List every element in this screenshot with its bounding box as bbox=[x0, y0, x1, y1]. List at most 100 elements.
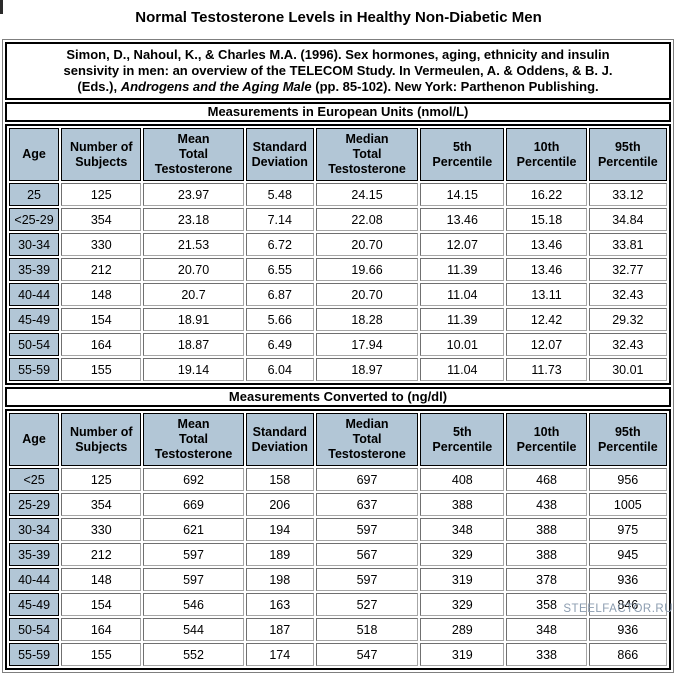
value-cell: 846 bbox=[588, 593, 667, 616]
citation-line-2: sensivity in men: an overview of the TEL… bbox=[63, 63, 613, 78]
value-cell: 6.55 bbox=[245, 258, 314, 281]
value-cell: 6.49 bbox=[245, 333, 314, 356]
age-cell: 25-29 bbox=[9, 493, 60, 516]
value-cell: 945 bbox=[588, 543, 667, 566]
citation-line-3-prefix: (Eds.), bbox=[77, 79, 121, 94]
age-cell: 40-44 bbox=[9, 568, 60, 591]
age-cell: 25 bbox=[9, 183, 60, 206]
value-cell: 16.22 bbox=[506, 183, 587, 206]
value-cell: 5.48 bbox=[245, 183, 314, 206]
value-cell: 547 bbox=[315, 643, 419, 666]
column-header: Age bbox=[9, 128, 60, 181]
value-cell: 388 bbox=[506, 543, 587, 566]
value-cell: 18.97 bbox=[315, 358, 419, 381]
value-cell: 319 bbox=[420, 568, 505, 591]
page-title: Normal Testosterone Levels in Healthy No… bbox=[135, 9, 542, 26]
value-cell: 7.14 bbox=[245, 208, 314, 231]
column-header: Standard Deviation bbox=[245, 128, 314, 181]
age-cell: 55-59 bbox=[9, 643, 60, 666]
value-cell: 544 bbox=[143, 618, 244, 641]
value-cell: 19.14 bbox=[143, 358, 244, 381]
table-row: 40-44 148 597 198 597 319 378 936 bbox=[9, 568, 667, 591]
column-header: Median Total Testosterone bbox=[315, 413, 419, 466]
column-header: 5th Percentile bbox=[420, 128, 505, 181]
value-cell: 164 bbox=[61, 333, 142, 356]
value-cell: 155 bbox=[61, 358, 142, 381]
table-row: <25-29 354 23.18 7.14 22.08 13.46 15.18 34.84 bbox=[9, 208, 667, 231]
value-cell: 206 bbox=[245, 493, 314, 516]
value-cell: 18.28 bbox=[315, 308, 419, 331]
column-header: 95th Percentile bbox=[588, 413, 667, 466]
table-row: 55-59 155 19.14 6.04 18.97 11.04 11.73 30.01 bbox=[9, 358, 667, 381]
value-cell: 1005 bbox=[588, 493, 667, 516]
age-cell: 45-49 bbox=[9, 593, 60, 616]
value-cell: 155 bbox=[61, 643, 142, 666]
value-cell: 20.70 bbox=[143, 258, 244, 281]
age-cell: 50-54 bbox=[9, 333, 60, 356]
value-cell: 329 bbox=[420, 593, 505, 616]
age-cell: 30-34 bbox=[9, 518, 60, 541]
value-cell: 319 bbox=[420, 643, 505, 666]
value-cell: 330 bbox=[61, 233, 142, 256]
citation-line-3: (Eds.), Androgens and the Aging Male (pp… bbox=[11, 79, 665, 95]
value-cell: 158 bbox=[245, 468, 314, 491]
table-row: 25-29 354 669 206 637 388 438 1005 bbox=[9, 493, 667, 516]
value-cell: 33.81 bbox=[588, 233, 667, 256]
value-cell: 17.94 bbox=[315, 333, 419, 356]
value-cell: 348 bbox=[420, 518, 505, 541]
value-cell: 330 bbox=[61, 518, 142, 541]
table-row: 55-59 155 552 174 547 319 338 866 bbox=[9, 643, 667, 666]
value-cell: 358 bbox=[506, 593, 587, 616]
value-cell: 6.04 bbox=[245, 358, 314, 381]
value-cell: 692 bbox=[143, 468, 244, 491]
header-row: Age Number of Subjects Mean Total Testoste… bbox=[9, 413, 667, 466]
value-cell: 154 bbox=[61, 308, 142, 331]
table-row: 40-44 148 20.7 6.87 20.70 11.04 13.11 32.43 bbox=[9, 283, 667, 306]
value-cell: 11.39 bbox=[420, 258, 505, 281]
column-header: Standard Deviation bbox=[245, 413, 314, 466]
column-header: 10th Percentile bbox=[506, 413, 587, 466]
value-cell: 866 bbox=[588, 643, 667, 666]
value-cell: 125 bbox=[61, 468, 142, 491]
value-cell: 29.32 bbox=[588, 308, 667, 331]
value-cell: 669 bbox=[143, 493, 244, 516]
age-cell: 55-59 bbox=[9, 358, 60, 381]
age-cell: 45-49 bbox=[9, 308, 60, 331]
value-cell: 30.01 bbox=[588, 358, 667, 381]
value-cell: 24.15 bbox=[315, 183, 419, 206]
value-cell: 597 bbox=[143, 543, 244, 566]
age-cell: 30-34 bbox=[9, 233, 60, 256]
value-cell: 163 bbox=[245, 593, 314, 616]
column-header: 95th Percentile bbox=[588, 128, 667, 181]
value-cell: 338 bbox=[506, 643, 587, 666]
value-cell: 13.11 bbox=[506, 283, 587, 306]
value-cell: 198 bbox=[245, 568, 314, 591]
header-row: Age Number of Subjects Mean Total Testoste… bbox=[9, 128, 667, 181]
value-cell: 32.43 bbox=[588, 333, 667, 356]
column-header: 10th Percentile bbox=[506, 128, 587, 181]
value-cell: 148 bbox=[61, 283, 142, 306]
age-cell: 50-54 bbox=[9, 618, 60, 641]
value-cell: 12.07 bbox=[506, 333, 587, 356]
table-row: 35-39 212 597 189 567 329 388 945 bbox=[9, 543, 667, 566]
value-cell: 354 bbox=[61, 493, 142, 516]
table-row: 45-49 154 18.91 5.66 18.28 11.39 12.42 29.32 bbox=[9, 308, 667, 331]
value-cell: 5.66 bbox=[245, 308, 314, 331]
value-cell: 14.15 bbox=[420, 183, 505, 206]
value-cell: 212 bbox=[61, 543, 142, 566]
column-header: Age bbox=[9, 413, 60, 466]
table-row: 30-34 330 621 194 597 348 388 975 bbox=[9, 518, 667, 541]
value-cell: 23.97 bbox=[143, 183, 244, 206]
value-cell: 21.53 bbox=[143, 233, 244, 256]
column-header: Number of Subjects bbox=[61, 413, 142, 466]
value-cell: 438 bbox=[506, 493, 587, 516]
value-cell: 6.72 bbox=[245, 233, 314, 256]
value-cell: 597 bbox=[315, 568, 419, 591]
age-cell: 35-39 bbox=[9, 543, 60, 566]
value-cell: 194 bbox=[245, 518, 314, 541]
value-cell: 567 bbox=[315, 543, 419, 566]
value-cell: 527 bbox=[315, 593, 419, 616]
value-cell: 20.70 bbox=[315, 233, 419, 256]
value-cell: 289 bbox=[420, 618, 505, 641]
value-cell: 552 bbox=[143, 643, 244, 666]
